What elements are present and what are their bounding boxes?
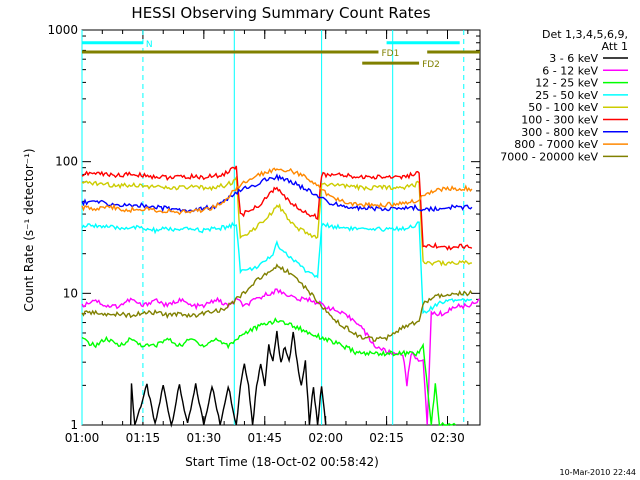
series-line bbox=[81, 173, 473, 214]
legend-entry: 100 - 300 keV bbox=[521, 114, 598, 127]
y-tick-label: 1 bbox=[70, 418, 78, 432]
y-tick-label: 1000 bbox=[47, 23, 78, 37]
series-line bbox=[81, 165, 473, 251]
series-line bbox=[81, 263, 473, 342]
legend-entry: 12 - 25 keV bbox=[535, 77, 598, 90]
chart-title: HESSI Observing Summary Count Rates bbox=[131, 4, 430, 22]
legend-entry: 6 - 12 keV bbox=[542, 64, 598, 77]
legend-header: Att 1 bbox=[602, 40, 628, 53]
x-tick-label: 02:00 bbox=[308, 431, 343, 445]
legend-entry: 50 - 100 keV bbox=[528, 101, 598, 114]
x-tick-label: 01:00 bbox=[65, 431, 100, 445]
annotation-label: FD2 bbox=[422, 60, 440, 70]
y-tick-label: 10 bbox=[63, 286, 78, 300]
legend-entry: 3 - 6 keV bbox=[549, 52, 598, 65]
x-axis-label: Start Time (18-Oct-02 00:58:42) bbox=[185, 455, 379, 469]
series-line bbox=[81, 288, 481, 425]
legend-entry: 25 - 50 keV bbox=[535, 89, 598, 102]
legend-entry: 7000 - 20000 keV bbox=[500, 150, 598, 163]
footer-timestamp: 10-Mar-2010 22:44 bbox=[560, 468, 637, 477]
series-line bbox=[81, 317, 457, 426]
series-line bbox=[81, 221, 473, 315]
legend-entry: 800 - 7000 keV bbox=[514, 138, 598, 151]
y-axis-label: Count Rate (s⁻¹ detector⁻¹) bbox=[22, 148, 36, 311]
legend-header: Det 1,3,4,5,6,9, bbox=[542, 28, 628, 41]
x-tick-label: 02:30 bbox=[430, 431, 465, 445]
x-tick-label: 01:30 bbox=[187, 431, 222, 445]
x-tick-label: 02:15 bbox=[369, 431, 404, 445]
x-tick-label: 01:45 bbox=[247, 431, 282, 445]
annotation-label: N bbox=[146, 40, 153, 50]
plot-area: 1 10 100 1000 01:00 01:15 01:30 01:45 02:00 02:15… bbox=[47, 23, 481, 445]
legend-entry: 300 - 800 keV bbox=[521, 126, 598, 139]
x-tick-label: 01:15 bbox=[126, 431, 161, 445]
series-line bbox=[81, 175, 472, 267]
y-tick-label: 100 bbox=[55, 155, 78, 169]
annotation-label: FD1 bbox=[381, 49, 399, 59]
series-line bbox=[81, 167, 473, 216]
series-line bbox=[130, 330, 327, 428]
